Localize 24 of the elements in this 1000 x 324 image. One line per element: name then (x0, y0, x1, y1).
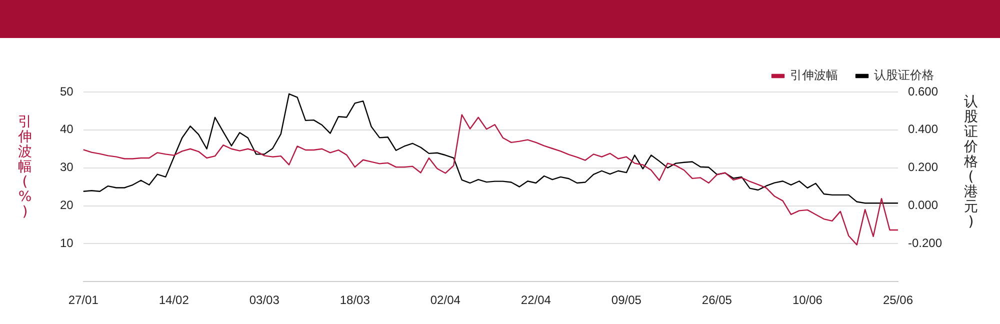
x-tick-label: 26/05 (702, 293, 732, 308)
x-tick-label: 27/01 (68, 293, 99, 308)
y-tick-label: 50 (60, 84, 74, 98)
y-tick-label: 30 (60, 160, 74, 174)
x-tick-label: 09/05 (611, 293, 642, 308)
x-tick-label: 03/03 (249, 293, 280, 308)
y2-tick-label: 0.000 (908, 198, 938, 212)
legend-label: 认股证价格 (874, 68, 934, 82)
y2-tick-label: -0.200 (908, 236, 942, 250)
y2-tick-label: 0.400 (908, 122, 938, 136)
y2-tick-label: 0.200 (908, 160, 938, 174)
y-tick-label: 10 (60, 236, 74, 250)
y-tick-label: 20 (60, 198, 74, 212)
x-tick-label: 18/03 (340, 293, 370, 308)
x-tick-label: 14/02 (158, 293, 190, 308)
y2-tick-label: 0.600 (908, 84, 938, 98)
x-tick-label: 10/06 (792, 293, 823, 308)
y-axis-title: 引伸波幅(%) (17, 114, 33, 220)
x-tick-label: 22/04 (520, 293, 552, 308)
x-tick-label: 02/04 (430, 293, 461, 308)
text: 认股证价格(港元) (964, 94, 978, 230)
legend-label: 引伸波幅 (790, 68, 838, 82)
x-tick-label: 25/06 (882, 293, 914, 308)
y-tick-label: 40 (60, 122, 74, 136)
